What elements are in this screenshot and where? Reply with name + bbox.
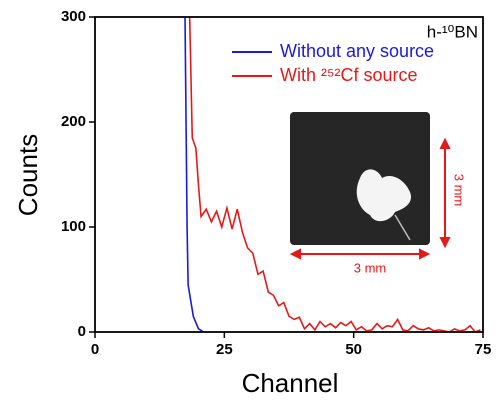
- data-line: [188, 17, 481, 332]
- y-axis-title: Counts: [13, 134, 43, 216]
- inset-wire: [394, 214, 411, 241]
- y-tick-label: 200: [61, 113, 86, 130]
- y-tick-label: 100: [61, 218, 86, 235]
- x-axis-title: Channel: [242, 368, 339, 398]
- x-tick-label: 75: [475, 341, 492, 358]
- x-tick-label: 0: [91, 341, 99, 358]
- inset-label: 3 mm: [354, 260, 387, 275]
- x-tick-label: 25: [216, 341, 233, 358]
- inset-blob: [356, 169, 412, 222]
- inset-arrows: [289, 137, 451, 260]
- x-tick-label: 50: [345, 341, 362, 358]
- data-line: [184, 17, 205, 332]
- legend-label: Without any source: [280, 41, 434, 61]
- inset: 3 mm 3 mm: [289, 112, 467, 275]
- annotation: h-¹⁰BN: [427, 22, 478, 41]
- y-tick-label: 0: [78, 323, 86, 340]
- y-tick-label: 300: [61, 8, 86, 25]
- plot-frame: [94, 16, 484, 333]
- legend-label: With ²⁵²Cf source: [280, 65, 417, 85]
- inset-label: 3 mm: [452, 174, 467, 207]
